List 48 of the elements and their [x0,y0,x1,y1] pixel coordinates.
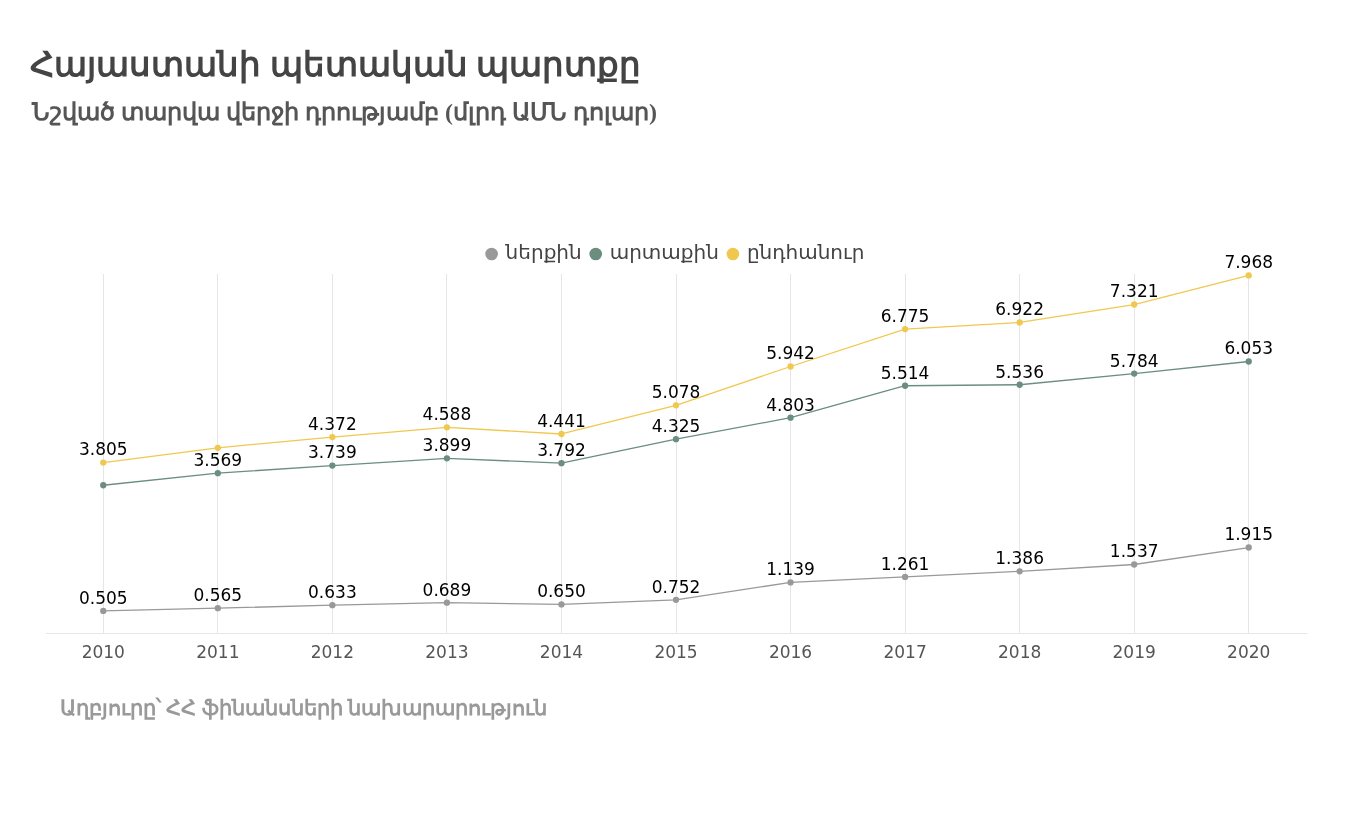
x-tick-label: 2015 [654,642,698,663]
data-label: 5.942 [766,343,815,364]
x-tick-label: 2010 [81,642,125,663]
data-label: 4.441 [537,410,586,431]
chart-subtitle: Նշված տարվա վերջի դրությամբ (մլրդ ԱՄՆ դոլար) [30,98,658,126]
x-tick-label: 2019 [1112,642,1156,663]
data-label: 3.899 [422,435,472,456]
data-label: 7.968 [1224,252,1274,273]
data-label: 5.536 [995,361,1044,382]
data-label: 6.053 [1224,338,1274,359]
data-label: 3.739 [308,442,357,463]
data-label: 6.922 [995,299,1044,320]
data-label: 7.321 [1109,281,1159,302]
data-label: 1.537 [1109,541,1159,562]
data-label: 3.805 [78,439,128,460]
data-label: 4.325 [651,416,701,437]
data-label: 4.803 [766,394,815,415]
data-label: 3.569 [193,450,243,471]
data-label: 1.261 [880,553,930,574]
x-tick-label: 2013 [425,642,469,663]
data-label: 6.775 [880,305,930,326]
x-tick-label: 2016 [768,642,813,663]
data-label: 3.792 [537,440,586,461]
x-tick-label: 2012 [310,642,354,663]
data-label: 1.915 [1224,524,1274,545]
data-label: 4.372 [308,414,357,434]
data-label: 1.386 [995,548,1044,569]
data-label: 1.139 [766,559,815,580]
x-tick-label: 2014 [539,642,584,663]
x-tick-label: 2020 [1227,642,1271,663]
x-tick-label: 2017 [883,642,927,663]
data-label: 5.784 [1109,350,1159,371]
data-label: 0.752 [651,576,701,597]
text: Աղբյուրը՝ ՀՀ ֆինանսների նախարարություն [59,695,548,721]
x-tick-label: 2018 [998,642,1042,663]
data-label: 0.689 [422,579,472,600]
data-label: 4.588 [422,404,472,425]
legend-label: ներքին [504,240,582,265]
chart-title: Հայաստանի պետական պարտքը [29,45,642,84]
data-label: 0.650 [537,581,586,602]
data-label: 0.505 [78,587,128,608]
data-label: 0.565 [193,585,243,606]
legend-label: ընդհանուր [746,240,865,265]
data-label: 5.078 [651,382,701,403]
x-tick-label: 2011 [196,642,240,663]
data-label: 5.514 [880,362,930,383]
data-label: 0.633 [308,582,357,603]
legend-label: արտաքին [609,240,719,265]
